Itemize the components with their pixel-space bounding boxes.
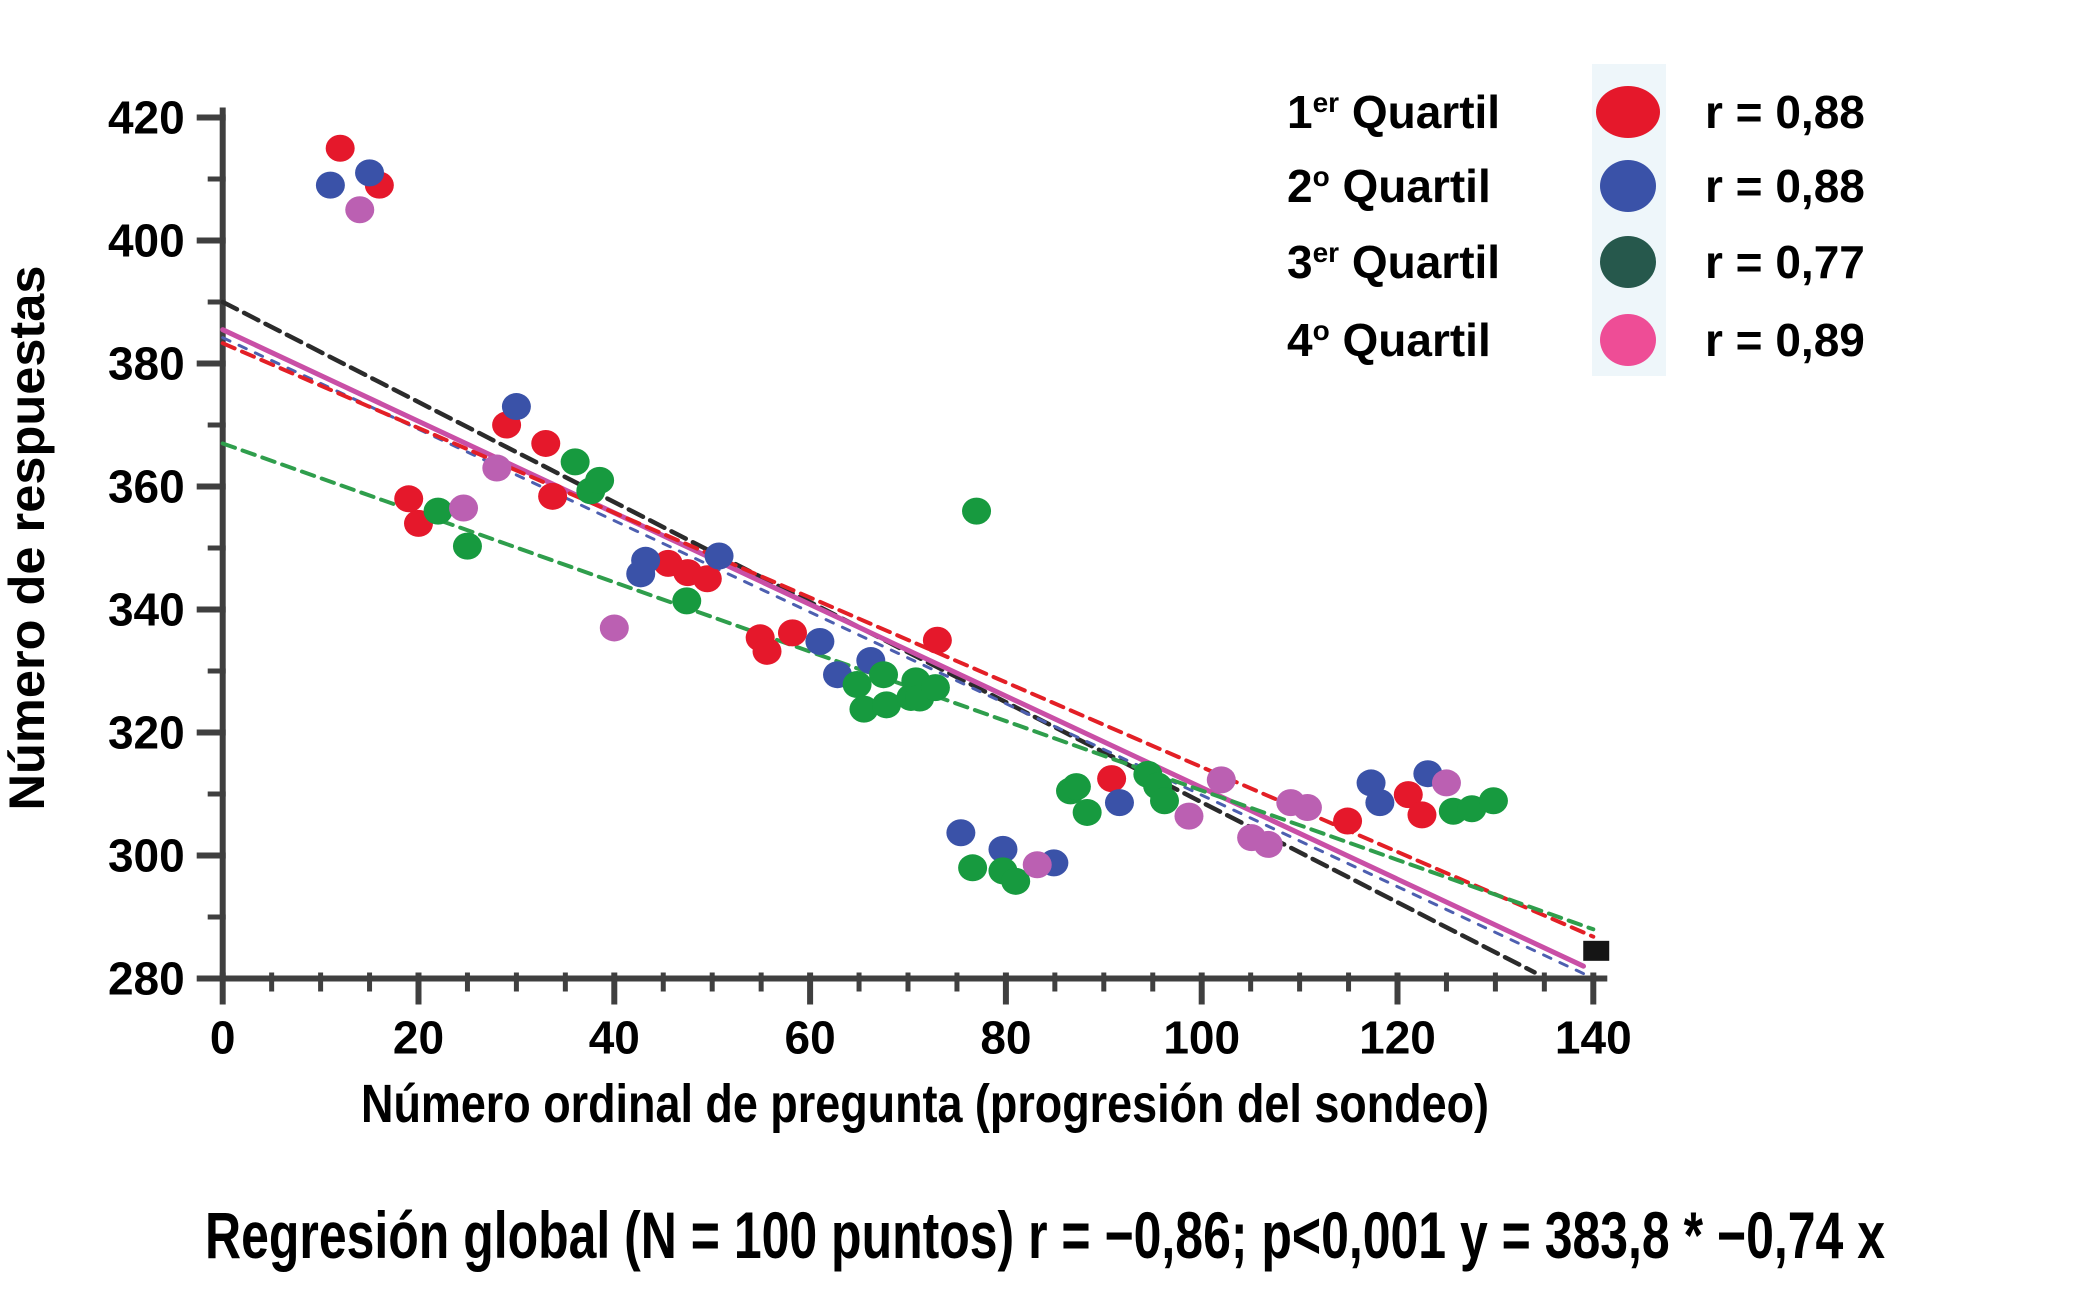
- x-tick-label: 20: [393, 1012, 444, 1064]
- y-axis-title: Número de respuestas: [0, 266, 55, 811]
- scatter-point-q3: [869, 661, 899, 689]
- y-tick-label: 380: [108, 338, 185, 390]
- scatter-point-q1: [922, 626, 952, 654]
- scatter-point-q4: [1431, 769, 1461, 797]
- scatter-point-q4: [599, 614, 629, 642]
- scatter-point-q1: [1097, 765, 1127, 793]
- scatter-point-q3: [1149, 787, 1179, 815]
- scatter-point-q4: [1292, 794, 1322, 822]
- scatter-points-layer: [315, 134, 1508, 895]
- scatter-point-q2: [1104, 789, 1134, 817]
- legend-r-value-quartil-2: r = 0,88: [1705, 160, 1865, 212]
- scatter-point-q3: [423, 497, 453, 525]
- scatter-point-q2: [315, 171, 345, 199]
- x-tick-label: 80: [980, 1012, 1031, 1064]
- x-tick-label: 40: [589, 1012, 640, 1064]
- y-tick-label: 280: [108, 953, 185, 1005]
- x-tick-label: 60: [785, 1012, 836, 1064]
- legend-label-quartil-1: 1er Quartil: [1287, 86, 1500, 138]
- scatter-point-q2: [355, 159, 385, 187]
- regression-lines-layer: [220, 299, 1610, 976]
- legend-swatch-quartil-1: [1596, 86, 1660, 138]
- scatter-point-q3: [962, 497, 992, 525]
- y-tick-label: 300: [108, 830, 185, 882]
- scatter-point-q3: [1061, 773, 1091, 801]
- scatter-point-q3: [958, 854, 988, 882]
- scatter-point-q1: [531, 429, 561, 457]
- legend-label-quartil-2: 2o Quartil: [1287, 160, 1491, 212]
- scatter-point-q1: [394, 485, 424, 513]
- scatter-point-q1: [752, 637, 782, 665]
- scatter-point-q1: [1407, 801, 1437, 829]
- scatter-point-q3: [452, 532, 482, 560]
- x-tick-label: 0: [210, 1012, 236, 1064]
- scatter-point-q3: [871, 691, 901, 719]
- legend: 1er Quartil r = 0,88 2o Quartil r = 0,88 3er…: [1287, 64, 1865, 376]
- scatter-point-q3: [1072, 798, 1102, 826]
- axes-layer: 280 300 320 340 360 380 400 420 0 20 40 60 80 100 120 1…: [108, 92, 1632, 1064]
- scatter-point-q3: [1478, 787, 1508, 815]
- y-tick-label: 360: [108, 461, 185, 513]
- scatter-point-q1: [777, 619, 807, 647]
- scatter-point-q4: [1174, 802, 1204, 830]
- scatter-point-q3: [849, 695, 879, 723]
- legend-swatch-quartil-3: [1600, 236, 1656, 288]
- scatter-point-q2: [631, 546, 661, 574]
- scatter-point-q3: [560, 448, 590, 476]
- scatter-point-q1: [325, 134, 355, 162]
- scatter-point-q4: [345, 196, 375, 224]
- y-tick-label: 320: [108, 707, 185, 759]
- scatter-point-q4: [1022, 851, 1052, 879]
- legend-swatch-quartil-4: [1600, 314, 1656, 366]
- scatter-point-q2: [805, 627, 835, 655]
- scatter-point-q3: [585, 466, 615, 494]
- legend-r-value-quartil-4: r = 0,89: [1705, 314, 1865, 366]
- x-tick-label: 100: [1163, 1012, 1240, 1064]
- legend-label-quartil-4: 4o Quartil: [1287, 314, 1491, 366]
- x-axis-title: Número ordinal de pregunta (progresión d…: [361, 1074, 1489, 1134]
- scatter-point-q2: [704, 542, 734, 570]
- scatter-point-q1: [538, 482, 568, 510]
- regression-line-quartil-1: [220, 341, 1596, 939]
- scatter-point-q1: [1333, 807, 1363, 835]
- legend-swatch-quartil-2: [1600, 160, 1656, 212]
- scatter-point-q3: [842, 671, 872, 699]
- scatter-point-q3: [672, 587, 702, 615]
- y-tick-label: 420: [108, 92, 185, 144]
- legend-label-quartil-3: 3er Quartil: [1287, 236, 1500, 288]
- scatter-point-q4: [482, 454, 512, 482]
- legend-r-value-quartil-1: r = 0,88: [1705, 86, 1865, 138]
- scatter-point-q4: [1253, 830, 1283, 858]
- x-tick-label: 140: [1555, 1012, 1632, 1064]
- scatter-point-q1: [692, 565, 722, 593]
- scatter-point-q4: [1206, 766, 1236, 794]
- scatter-point-q2: [988, 835, 1018, 863]
- caption-global-regression: Regresión global (N = 100 puntos) r = −0…: [205, 1198, 1885, 1272]
- scatter-point-q2: [946, 819, 976, 847]
- line-end-marker: [1583, 940, 1610, 961]
- scatter-point-q2: [1365, 789, 1395, 817]
- scatter-point-q1: [1393, 781, 1423, 809]
- y-tick-label: 340: [108, 584, 185, 636]
- scatter-point-q3: [920, 674, 950, 702]
- scatter-point-q2: [501, 393, 531, 421]
- regression-line-quartil-4: [220, 327, 1587, 969]
- y-tick-label: 400: [108, 215, 185, 267]
- scatter-point-q4: [449, 494, 479, 522]
- scatter-point-q3: [1001, 867, 1031, 895]
- x-tick-label: 120: [1359, 1012, 1436, 1064]
- legend-r-value-quartil-3: r = 0,77: [1705, 236, 1865, 288]
